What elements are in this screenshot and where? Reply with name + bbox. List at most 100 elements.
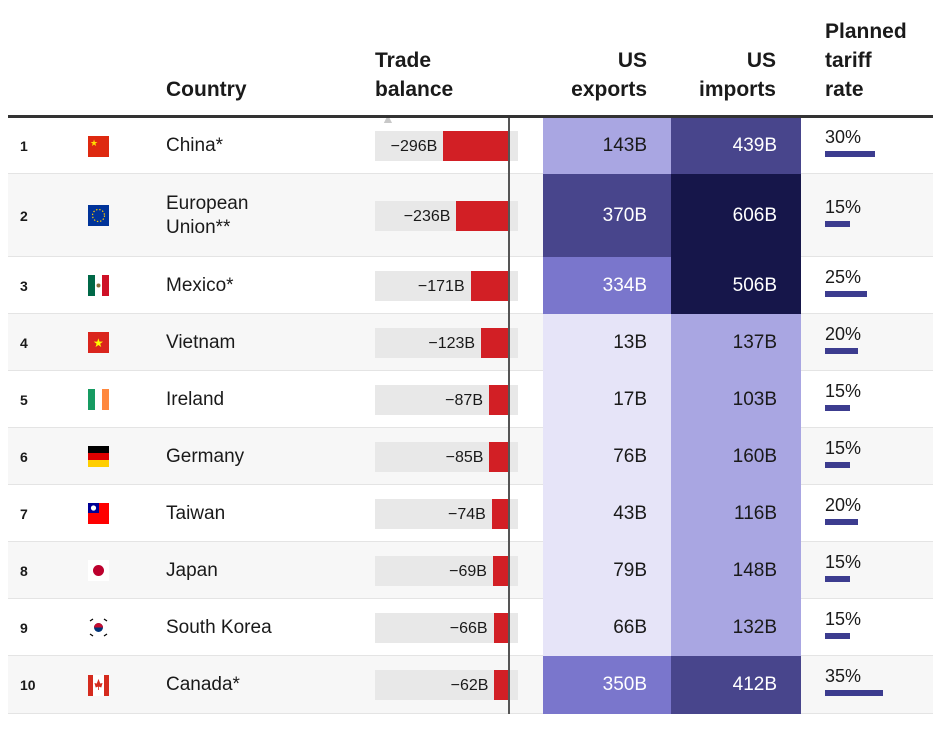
balance-bar (491, 498, 508, 529)
us-exports-cell: 370B (543, 174, 671, 257)
balance-bar (481, 327, 508, 358)
sort-ascending-icon[interactable]: ▲ (381, 110, 395, 126)
rank-number: 2 (20, 207, 28, 224)
country-header: Country (166, 78, 247, 101)
row-divider (8, 370, 933, 371)
tariff-value: 20% (825, 494, 862, 515)
country-name: China* (166, 135, 224, 156)
rank-number: 7 (20, 505, 28, 522)
tariff-value: 30% (825, 127, 862, 147)
row-divider (8, 313, 933, 314)
tariff-bar (825, 575, 850, 582)
us-imports-cell: 160B (671, 428, 801, 485)
tariff-value: 15% (825, 551, 862, 572)
us-imports-cell: 412B (671, 656, 801, 714)
us-exports-cell: 350B (543, 656, 671, 714)
us-imports-cell: 439B (671, 118, 801, 174)
tariff-bar (825, 632, 850, 639)
tariff-header: Planned tariff rate (825, 20, 907, 101)
us-imports-cell: 137B (671, 314, 801, 371)
eu-flag-icon (88, 205, 109, 226)
country-name: European Union** (166, 192, 249, 238)
us-exports-cell: 334B (543, 257, 671, 314)
tariff-bar (825, 151, 875, 157)
balance-value: −74B (448, 505, 486, 523)
tariff-bar (825, 461, 850, 468)
us-exports-cell: 17B (543, 371, 671, 428)
balance-value: −236B (403, 207, 451, 225)
tariff-bar (825, 404, 850, 411)
balance-bar (456, 200, 508, 231)
us-exports-cell: 76B (543, 428, 671, 485)
balance-value: −171B (417, 277, 465, 295)
ireland-flag-icon (88, 389, 109, 410)
country-name: South Korea (166, 616, 272, 638)
trade-balance-header[interactable]: Trade balance ▲ (375, 46, 453, 133)
balance-value: −87B (445, 391, 483, 409)
japan-flag-icon (88, 560, 109, 581)
rank-number: 3 (20, 277, 28, 294)
country-name: Germany (166, 445, 245, 467)
rank-number: 6 (20, 448, 28, 465)
svg-text:★: ★ (90, 138, 98, 148)
us-exports-cell: 143B (543, 118, 671, 174)
tariff-value: 15% (825, 380, 862, 401)
row-divider (8, 256, 933, 257)
tariff-bar (825, 518, 859, 525)
row-divider (8, 713, 933, 714)
rank-number: 5 (20, 391, 28, 408)
tariff-value: 35% (825, 666, 862, 686)
zero-axis-line (508, 118, 510, 714)
balance-bar (443, 131, 508, 161)
country-name: Japan (166, 559, 218, 581)
vietnam-flag-icon: ★ (88, 332, 109, 353)
us-imports-cell: 103B (671, 371, 801, 428)
balance-value: −123B (428, 334, 476, 352)
balance-bar (493, 612, 508, 643)
tariff-value: 25% (825, 266, 862, 287)
balance-value: −69B (449, 562, 487, 580)
country-name: Taiwan (166, 502, 226, 524)
tariff-value: 20% (825, 323, 862, 344)
us-imports-cell: 132B (671, 599, 801, 656)
balance-value: −66B (449, 619, 488, 637)
tariff-bar (825, 690, 884, 696)
balance-bar (470, 270, 508, 301)
country-name: Canada* (166, 674, 240, 695)
balance-bar-track (375, 670, 518, 700)
tariff-value: 15% (825, 608, 862, 629)
us-imports-cell: 506B (671, 257, 801, 314)
south-korea-flag-icon (88, 617, 109, 638)
tariff-bar (825, 347, 859, 354)
balance-bar (494, 670, 508, 700)
tariff-bar (825, 290, 867, 297)
balance-value: −62B (450, 677, 489, 694)
rank-number: 9 (20, 619, 28, 636)
china-flag-icon: ★ (88, 135, 109, 157)
us-exports-cell: 79B (543, 542, 671, 599)
country-name: Ireland (166, 388, 225, 410)
taiwan-flag-icon (88, 503, 109, 524)
row-divider (8, 598, 933, 599)
country-name: Mexico* (166, 274, 234, 296)
us-imports-cell: 606B (671, 174, 801, 257)
tariff-value: 15% (825, 196, 862, 217)
country-name: Vietnam (166, 331, 236, 353)
row-divider (8, 173, 933, 174)
canada-flag-icon (88, 674, 109, 696)
germany-flag-icon (88, 446, 109, 467)
mexico-flag-icon (88, 275, 109, 296)
row-divider (8, 541, 933, 542)
svg-text:★: ★ (93, 336, 104, 350)
rank-number: 4 (20, 334, 28, 351)
rank-number: 1 (20, 138, 28, 154)
us-exports-header: US exports (571, 49, 647, 101)
us-imports-cell: 116B (671, 485, 801, 542)
row-divider (8, 484, 933, 485)
header-divider (8, 115, 933, 118)
us-exports-cell: 43B (543, 485, 671, 542)
tariff-bar (825, 220, 850, 227)
rank-number: 8 (20, 562, 28, 579)
row-divider (8, 427, 933, 428)
balance-bar (488, 384, 508, 415)
